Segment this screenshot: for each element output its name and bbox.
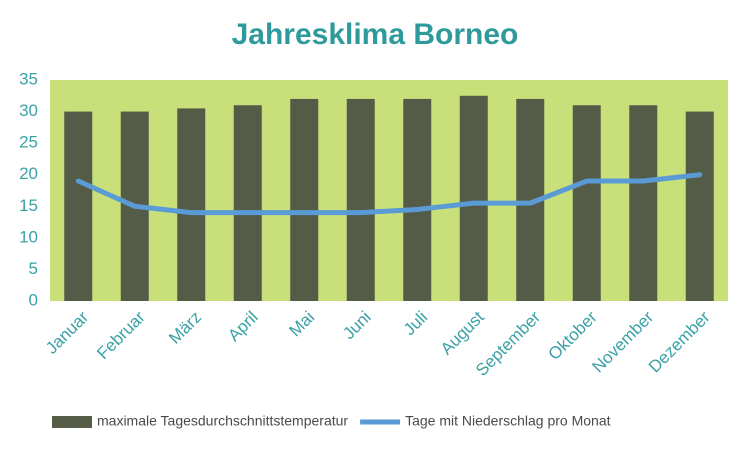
legend-label: maximale Tagesdurchschnittstemperatur <box>97 413 348 429</box>
legend-swatch <box>52 416 92 428</box>
y-tick-label: 35 <box>19 69 38 88</box>
bar <box>403 98 432 301</box>
bar <box>233 105 262 301</box>
x-tick-label: Dezember <box>645 307 714 376</box>
legend-label: Tage mit Niederschlag pro Monat <box>405 413 611 429</box>
x-tick-label: August <box>437 307 488 358</box>
y-tick-label: 0 <box>29 290 38 309</box>
x-tick-label: Februar <box>93 307 149 363</box>
y-tick-label: 10 <box>19 227 38 246</box>
plot-area <box>50 80 728 301</box>
bar <box>177 108 206 302</box>
bar <box>64 111 93 301</box>
y-tick-label: 30 <box>19 101 38 120</box>
bar <box>685 111 714 301</box>
x-tick-label: April <box>224 308 261 345</box>
bar <box>346 98 375 301</box>
y-tick-label: 5 <box>29 259 38 278</box>
y-tick-label: 20 <box>19 164 38 183</box>
y-tick-label: 25 <box>19 133 38 152</box>
line <box>75 172 703 216</box>
bar <box>572 105 601 301</box>
x-tick-label: Mai <box>285 308 318 341</box>
x-tick-label: Januar <box>42 307 92 357</box>
x-tick-label: Oktober <box>545 307 601 363</box>
chart-title: Jahresklima Borneo <box>232 18 519 51</box>
x-tick-label: März <box>165 308 205 348</box>
x-tick-label: Juli <box>400 308 431 339</box>
bar <box>459 95 488 302</box>
bar <box>290 98 319 301</box>
x-tick-label: Juni <box>339 308 374 343</box>
bar <box>629 105 658 301</box>
y-tick-label: 15 <box>19 196 38 215</box>
